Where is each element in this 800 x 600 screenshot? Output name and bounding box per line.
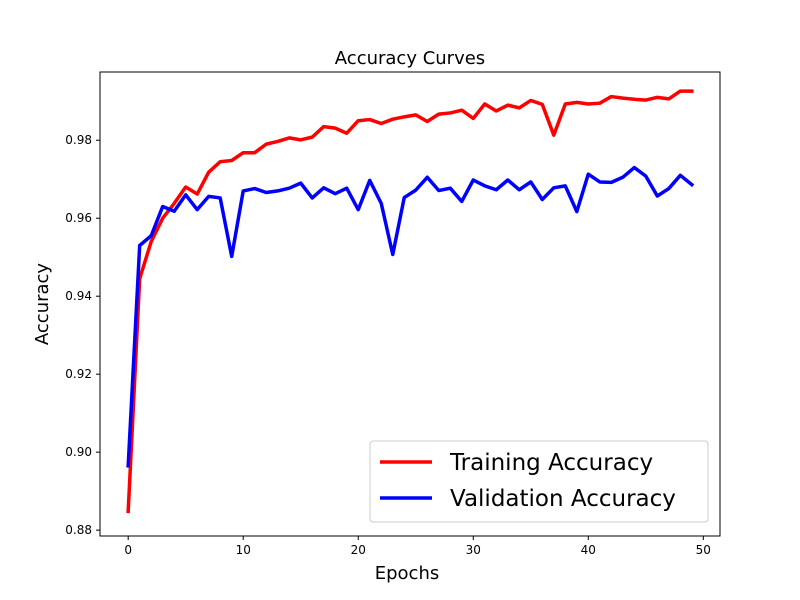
- x-tick-label: 10: [236, 543, 251, 557]
- y-tick-label: 0.92: [65, 367, 92, 381]
- legend-label-validation-accuracy: Validation Accuracy: [450, 486, 676, 512]
- legend-label-training-accuracy: Training Accuracy: [449, 450, 653, 476]
- legend-box: [369, 440, 709, 523]
- y-tick-label: 0.94: [65, 289, 92, 303]
- x-tick-label: 20: [351, 543, 366, 557]
- series-line-validation-accuracy: [126, 165, 695, 468]
- plot-area: 0 10 20 30 40 50 0.88 0.90 0.92 0.94 0.96 0.98: [65, 71, 721, 557]
- y-tick-label: 0.96: [65, 211, 92, 225]
- y-tick-label: 0.88: [65, 523, 92, 537]
- chart-title: Accuracy Curves: [335, 48, 485, 69]
- x-tick-label: 50: [696, 543, 711, 557]
- y-axis-title: Accuracy: [32, 263, 53, 346]
- x-tick-label: 0: [124, 543, 132, 557]
- y-tick-label: 0.98: [65, 133, 92, 147]
- x-axis-title: Epochs: [375, 563, 440, 584]
- series-line-training-accuracy: [126, 89, 694, 514]
- axes-frame: [99, 71, 721, 537]
- legend: Training Accuracy Validation Accuracy: [369, 440, 709, 523]
- x-tick-label: 40: [581, 543, 596, 557]
- x-tick-label: 30: [466, 543, 481, 557]
- y-tick-label: 0.90: [65, 445, 92, 459]
